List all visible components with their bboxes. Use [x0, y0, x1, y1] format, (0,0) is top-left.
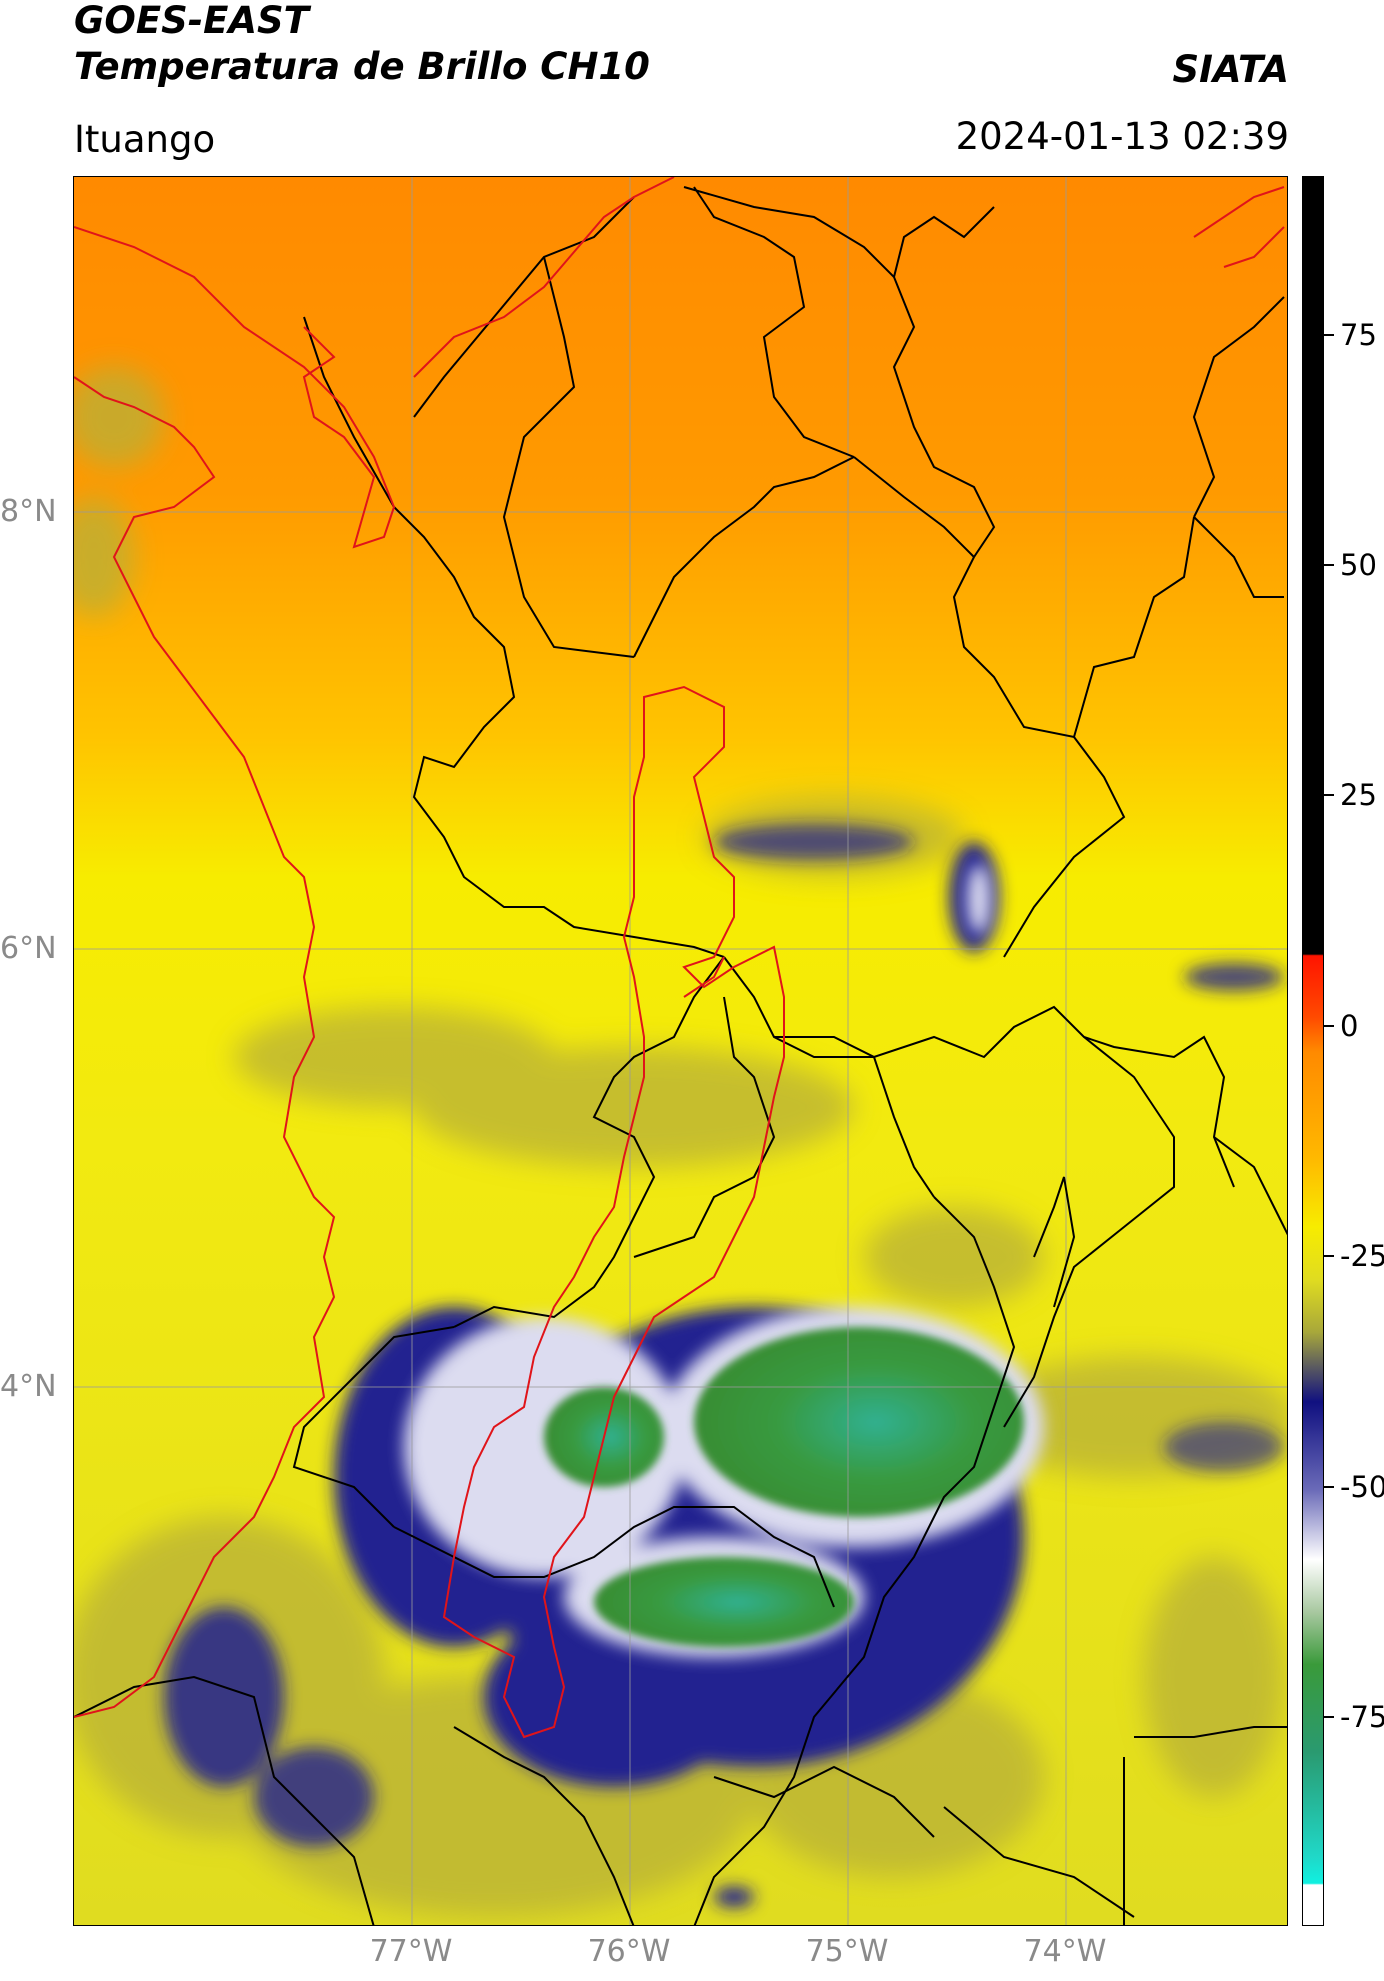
colorbar-label-50: 50 — [1340, 548, 1377, 582]
lon-label-74w: 74°W — [1023, 1934, 1107, 1969]
satellite-map[interactable] — [73, 176, 1288, 1926]
colorbar-label-75: 75 — [1340, 318, 1377, 352]
colorbar-label-neg25: -25 — [1340, 1239, 1384, 1273]
colorbar — [1302, 176, 1324, 1926]
colorbar-tick — [1324, 794, 1334, 796]
colorbar-label-25: 25 — [1340, 778, 1377, 812]
lon-label-77w: 77°W — [369, 1934, 453, 1969]
location-label: Ituango — [74, 118, 216, 161]
title-line-2: Temperatura de Brillo CH10 — [74, 45, 650, 88]
colorbar-label-0: 0 — [1340, 1009, 1359, 1043]
colorbar-label-neg50: -50 — [1340, 1470, 1384, 1504]
colorbar-tick — [1324, 334, 1334, 336]
colorbar-tick — [1324, 1716, 1334, 1718]
lat-label-8n: 8°N — [0, 494, 57, 529]
political-borders — [74, 186, 1287, 1925]
title-line-1: GOES-EAST — [74, 0, 309, 42]
colorbar-tick — [1324, 1255, 1334, 1257]
lon-label-75w: 75°W — [805, 1934, 889, 1969]
organization-label: SIATA — [1172, 48, 1289, 91]
map-canvas — [74, 177, 1287, 1925]
colorbar-tick — [1324, 1486, 1334, 1488]
colorbar-tick — [1324, 1025, 1334, 1027]
colorbar-label-neg75: -75 — [1340, 1700, 1384, 1734]
colorbar-tick — [1324, 564, 1334, 566]
lat-label-4n: 4°N — [0, 1369, 57, 1404]
timestamp-label: 2024-01-13 02:39 — [955, 115, 1289, 158]
lat-label-6n: 6°N — [0, 931, 57, 966]
regional-borders — [74, 177, 1285, 1739]
lon-label-76w: 76°W — [587, 1934, 671, 1969]
